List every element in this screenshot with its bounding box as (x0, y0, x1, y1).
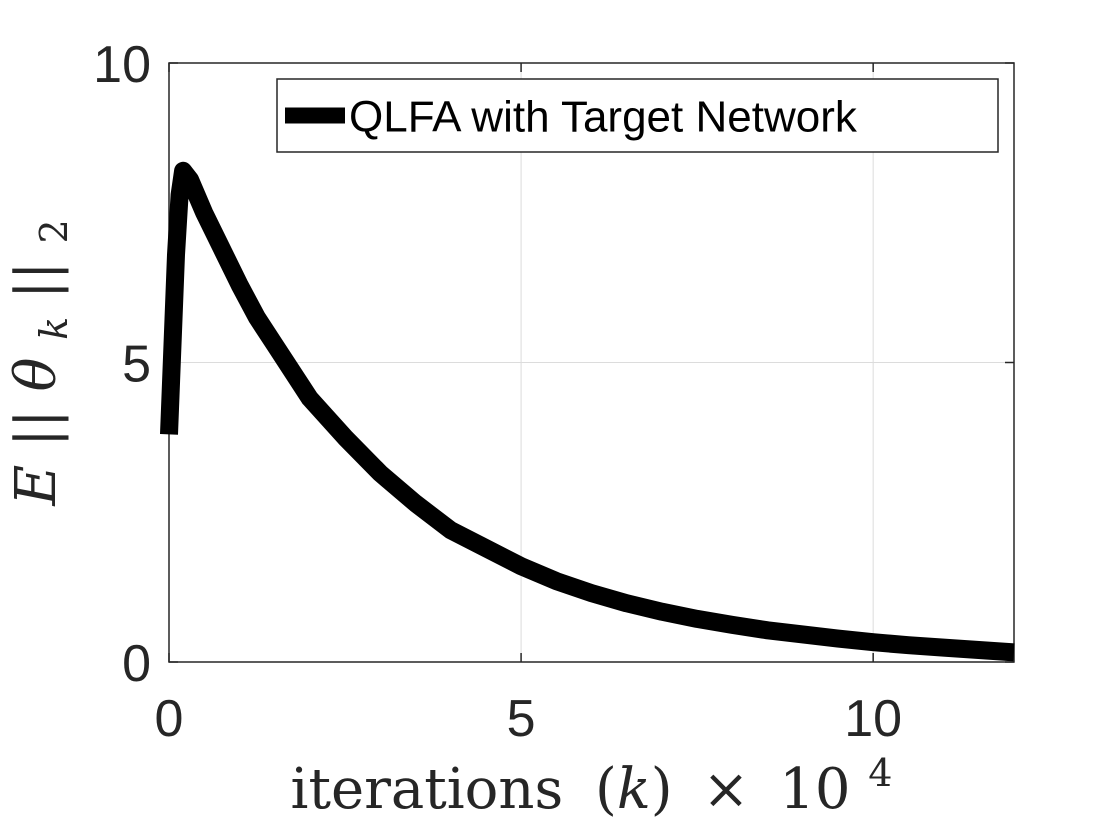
legend-label: QLFA with Target Network (349, 93, 858, 142)
x-tick-labels: 0 5 10 (155, 690, 903, 748)
x-tick-label: 0 (155, 690, 184, 748)
y-tick-label: 0 (122, 635, 151, 693)
legend-box (276, 78, 999, 153)
y-axis-label: E || θ k || 2 (4, 219, 81, 506)
y-tick-label: 5 (122, 336, 151, 394)
y-tick-labels: 0 5 10 (93, 36, 151, 693)
x-tick-label: 5 (507, 690, 536, 748)
y-tick-label: 10 (93, 36, 151, 94)
x-tick-label: 10 (844, 690, 902, 748)
x-axis-label: iterations (k) × 10 4 (291, 751, 893, 822)
legend: QLFA with Target Network (276, 78, 999, 153)
series-line (160, 161, 1015, 662)
